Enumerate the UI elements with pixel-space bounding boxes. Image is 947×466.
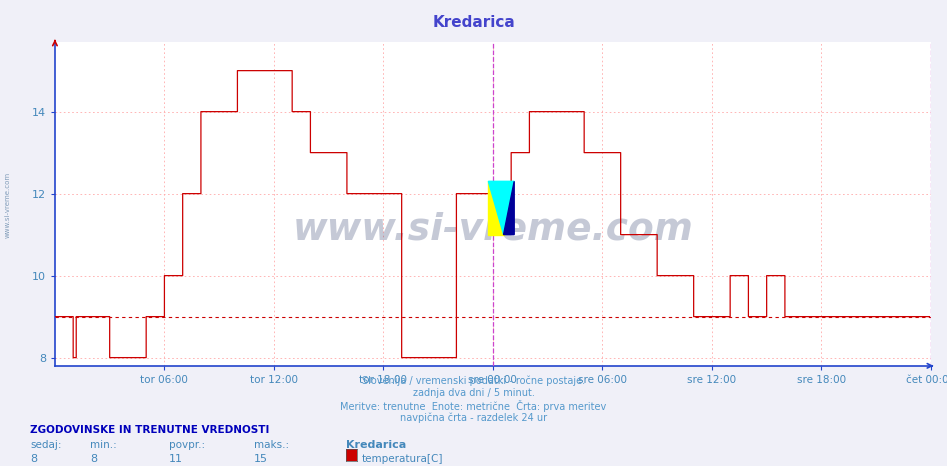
Text: 8: 8 — [90, 454, 98, 464]
Text: povpr.:: povpr.: — [169, 440, 205, 450]
Text: temperatura[C]: temperatura[C] — [362, 454, 443, 464]
Text: maks.:: maks.: — [254, 440, 289, 450]
Text: 11: 11 — [169, 454, 183, 464]
Text: Kredarica: Kredarica — [346, 440, 406, 450]
Text: Kredarica: Kredarica — [432, 15, 515, 30]
Text: 8: 8 — [30, 454, 38, 464]
Text: navpična črta - razdelek 24 ur: navpična črta - razdelek 24 ur — [400, 413, 547, 424]
Polygon shape — [504, 181, 514, 234]
Text: zadnja dva dni / 5 minut.: zadnja dva dni / 5 minut. — [413, 388, 534, 397]
Text: min.:: min.: — [90, 440, 116, 450]
Polygon shape — [489, 181, 504, 234]
Text: www.si-vreme.com: www.si-vreme.com — [5, 172, 10, 238]
Text: sedaj:: sedaj: — [30, 440, 62, 450]
Text: ZGODOVINSKE IN TRENUTNE VREDNOSTI: ZGODOVINSKE IN TRENUTNE VREDNOSTI — [30, 425, 270, 435]
Text: Slovenija / vremenski podatki - ročne postaje.: Slovenija / vremenski podatki - ročne po… — [362, 375, 585, 386]
Text: 15: 15 — [254, 454, 268, 464]
Text: www.si-vreme.com: www.si-vreme.com — [293, 212, 693, 248]
Polygon shape — [489, 181, 514, 234]
Text: Meritve: trenutne  Enote: metrične  Črta: prva meritev: Meritve: trenutne Enote: metrične Črta: … — [340, 400, 607, 412]
